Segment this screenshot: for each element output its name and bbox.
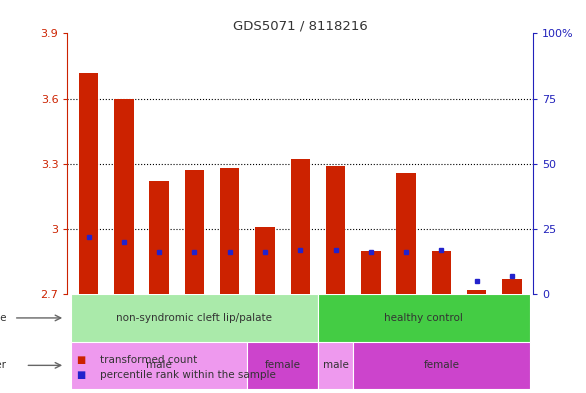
Text: transformed count: transformed count	[100, 354, 197, 365]
Bar	[397, 173, 416, 294]
Text: ■: ■	[76, 370, 86, 380]
Bar	[291, 160, 310, 294]
Text: female: female	[424, 360, 459, 370]
Text: non-syndromic cleft lip/palate: non-syndromic cleft lip/palate	[117, 313, 272, 323]
Bar	[185, 170, 204, 294]
Text: healthy control: healthy control	[384, 313, 464, 323]
Bar	[71, 294, 318, 342]
Bar	[467, 290, 486, 294]
Bar	[502, 279, 522, 294]
Bar	[247, 342, 318, 389]
Text: female: female	[265, 360, 301, 370]
Bar	[114, 99, 134, 294]
Bar	[220, 168, 240, 294]
Text: ■: ■	[76, 354, 86, 365]
Title: GDS5071 / 8118216: GDS5071 / 8118216	[233, 19, 367, 32]
Bar	[326, 166, 345, 294]
Bar	[432, 251, 451, 294]
Bar	[361, 251, 381, 294]
Bar	[149, 181, 169, 294]
Bar	[71, 342, 247, 389]
Text: gender: gender	[0, 360, 7, 370]
Bar	[353, 342, 530, 389]
Bar	[318, 342, 353, 389]
Bar	[318, 294, 530, 342]
Text: percentile rank within the sample: percentile rank within the sample	[100, 370, 275, 380]
Bar	[255, 227, 275, 294]
Text: male: male	[323, 360, 349, 370]
Bar	[79, 73, 98, 294]
Text: disease state: disease state	[0, 313, 7, 323]
Text: male: male	[146, 360, 172, 370]
